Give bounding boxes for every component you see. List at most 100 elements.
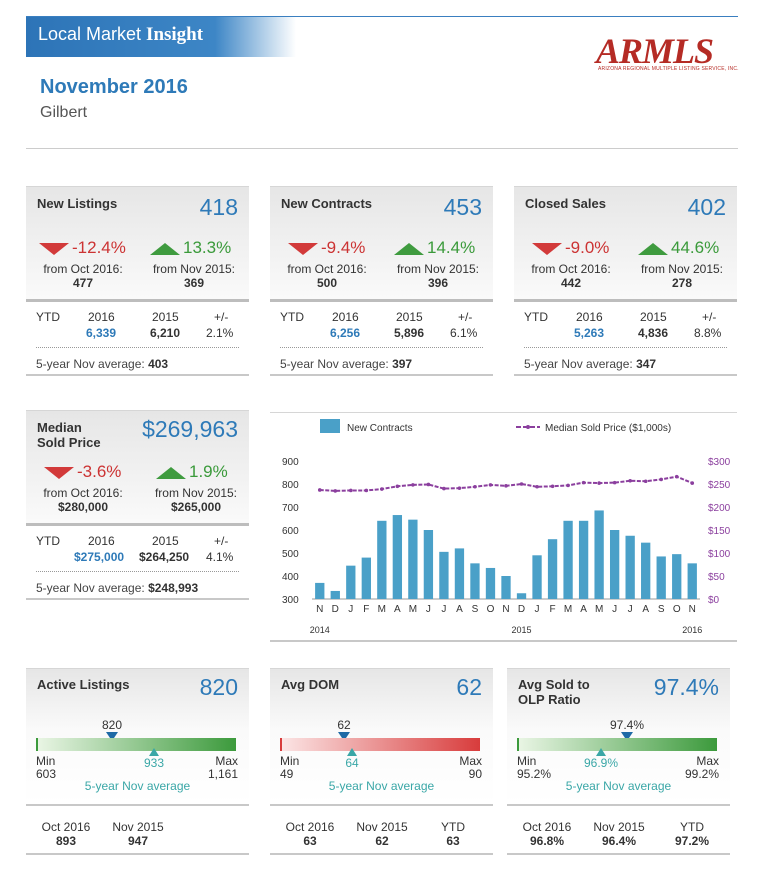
gauge-max-value: 99.2%	[684, 767, 719, 781]
arrow-down-icon	[44, 466, 74, 479]
card-bottom-border	[507, 853, 730, 855]
dotted-divider	[36, 571, 239, 572]
card-bottom-border	[270, 374, 493, 376]
legend-line-marker	[526, 425, 530, 429]
card-new-contracts: New Contracts 453 -9.4% 14.4% from Oct 2…	[270, 186, 493, 376]
report-area: Gilbert	[40, 104, 88, 121]
bar-new-contracts	[392, 515, 403, 599]
card-bottom-border	[26, 598, 249, 600]
ytd-diff: 6.1%	[450, 326, 478, 340]
x-axis-tick: A	[642, 604, 649, 615]
five-year-average: 5-year Nov average: 397	[280, 357, 413, 371]
bar-new-contracts	[330, 590, 340, 599]
point-median-price	[674, 474, 679, 479]
x-axis-tick: S	[472, 604, 479, 615]
card-title: Median Sold Price	[37, 420, 101, 450]
point-median-price	[442, 486, 446, 491]
ytd-year-current: 2016	[576, 310, 603, 324]
ytd-value-prior: 5,896	[394, 326, 425, 340]
right-axis-tick: $250	[708, 480, 731, 491]
gauge-prior-month: Oct 2016 96.8%	[522, 820, 572, 848]
gauge-prior-year: Nov 2015 96.4%	[593, 820, 645, 848]
point-median-price	[488, 483, 493, 487]
left-axis-tick: 700	[282, 503, 299, 514]
change-month: -9.0%	[532, 238, 609, 258]
point-median-price	[581, 480, 586, 485]
card-title: Avg DOM	[281, 677, 340, 692]
change-month: -3.6%	[44, 462, 121, 482]
ytd-diff-label: +/-	[214, 310, 229, 324]
bar-new-contracts	[687, 563, 697, 599]
x-axis-tick: J	[612, 604, 617, 615]
card-value: 402	[687, 194, 726, 220]
x-axis-tick: F	[363, 604, 369, 615]
gauge-average-value: 96.9%	[583, 756, 619, 770]
gauge-average-marker-icon	[596, 748, 606, 756]
five-year-average: 5-year Nov average: $248,993	[36, 581, 199, 595]
bar-new-contracts	[315, 582, 325, 599]
gauge-average-marker-icon	[347, 748, 357, 756]
gauge-min-label: Min	[280, 754, 300, 768]
gauge-current-label: 62	[337, 718, 351, 732]
card-value: 820	[199, 674, 238, 700]
left-axis-tick: 300	[282, 595, 299, 606]
point-median-price	[317, 488, 322, 492]
card-title: Closed Sales	[525, 196, 606, 211]
ytd-diff: 2.1%	[206, 326, 234, 340]
bar-new-contracts	[594, 510, 604, 599]
point-median-price	[550, 484, 555, 489]
x-axis-tick: S	[658, 604, 665, 615]
left-axis-tick: 600	[282, 526, 299, 537]
change-month: -12.4%	[39, 238, 126, 258]
point-median-price	[349, 488, 353, 493]
gauge-avg-dom: Avg DOM 62 62 64 Min 49 Max 90 5-year No…	[270, 668, 493, 808]
x-axis-tick: O	[487, 604, 495, 615]
x-axis-tick: M	[409, 604, 417, 615]
right-axis-tick: $200	[708, 503, 731, 514]
point-median-price	[690, 481, 695, 485]
x-axis-tick: M	[595, 604, 603, 615]
x-axis-tick: F	[550, 604, 556, 615]
right-axis-tick: $300	[708, 457, 731, 468]
line-median-price	[319, 475, 693, 492]
bar-new-contracts	[346, 565, 356, 599]
bar-new-contracts	[454, 548, 465, 599]
point-median-price	[473, 484, 477, 489]
card-title: Active Listings	[37, 677, 130, 692]
x-axis-tick: J	[628, 604, 633, 615]
dotted-divider	[36, 347, 239, 348]
gauge-max-value: 90	[468, 767, 482, 781]
x-axis-tick: J	[348, 604, 353, 615]
bar-new-contracts	[516, 593, 527, 599]
ytd-year-prior: 2015	[396, 310, 423, 324]
gauge-min-value: 603	[36, 767, 57, 781]
ytd-value-current: $275,000	[74, 550, 125, 564]
legend-bar-swatch	[320, 419, 340, 433]
x-axis-tick: J	[535, 604, 540, 615]
armls-logo: ARMLS	[596, 31, 714, 71]
legend-label-contracts: New Contracts	[347, 423, 413, 434]
card-bottom-border	[270, 853, 493, 855]
bar-new-contracts	[439, 551, 449, 599]
ytd-diff-label: +/-	[702, 310, 717, 324]
ytd-value-current: 6,256	[330, 326, 361, 340]
left-axis-tick: 900	[282, 457, 299, 468]
point-median-price	[333, 489, 338, 493]
bar-new-contracts	[423, 530, 434, 599]
bar-new-contracts	[578, 520, 589, 599]
banner-title: Local Market Insight	[38, 24, 204, 45]
gauge-current-marker-icon	[621, 732, 633, 741]
right-axis-tick: $100	[708, 549, 731, 560]
gauge-average-value: 933	[143, 756, 165, 770]
from-year: from Nov 2015: 396	[396, 262, 480, 290]
gauge-prior-month: Oct 2016 63	[285, 820, 335, 848]
bar-new-contracts	[361, 557, 371, 599]
ytd-diff: 8.8%	[694, 326, 722, 340]
gauge-average-value: 64	[345, 756, 359, 770]
x-axis-tick: N	[689, 604, 696, 615]
gauge-current-marker-icon	[106, 732, 118, 741]
ytd-label: YTD	[280, 310, 304, 324]
gauge-min-label: Min	[517, 754, 537, 768]
card-value: $269,963	[142, 416, 238, 442]
ytd-year-current: 2016	[88, 310, 115, 324]
